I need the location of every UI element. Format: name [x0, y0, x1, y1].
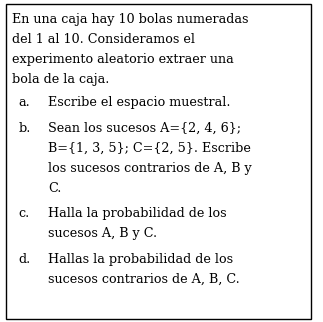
- Text: sucesos contrarios de A, B, C.: sucesos contrarios de A, B, C.: [48, 273, 240, 286]
- Text: experimento aleatorio extraer una: experimento aleatorio extraer una: [12, 53, 234, 66]
- Text: B={1, 3, 5}; C={2, 5}. Escribe: B={1, 3, 5}; C={2, 5}. Escribe: [48, 142, 251, 155]
- Text: Escribe el espacio muestral.: Escribe el espacio muestral.: [48, 96, 230, 109]
- Text: d.: d.: [19, 253, 31, 266]
- Text: Sean los sucesos A={2, 4, 6};: Sean los sucesos A={2, 4, 6};: [48, 122, 241, 135]
- Text: C.: C.: [48, 182, 61, 194]
- Text: bola de la caja.: bola de la caja.: [12, 73, 109, 86]
- Text: c.: c.: [19, 207, 30, 220]
- Text: En una caja hay 10 bolas numeradas: En una caja hay 10 bolas numeradas: [12, 13, 249, 26]
- Text: sucesos A, B y C.: sucesos A, B y C.: [48, 227, 157, 240]
- Text: Halla la probabilidad de los: Halla la probabilidad de los: [48, 207, 226, 220]
- Text: del 1 al 10. Consideramos el: del 1 al 10. Consideramos el: [12, 33, 195, 46]
- Text: a.: a.: [19, 96, 30, 109]
- Text: los sucesos contrarios de A, B y: los sucesos contrarios de A, B y: [48, 162, 252, 175]
- Text: b.: b.: [19, 122, 31, 135]
- Text: Hallas la probabilidad de los: Hallas la probabilidad de los: [48, 253, 233, 266]
